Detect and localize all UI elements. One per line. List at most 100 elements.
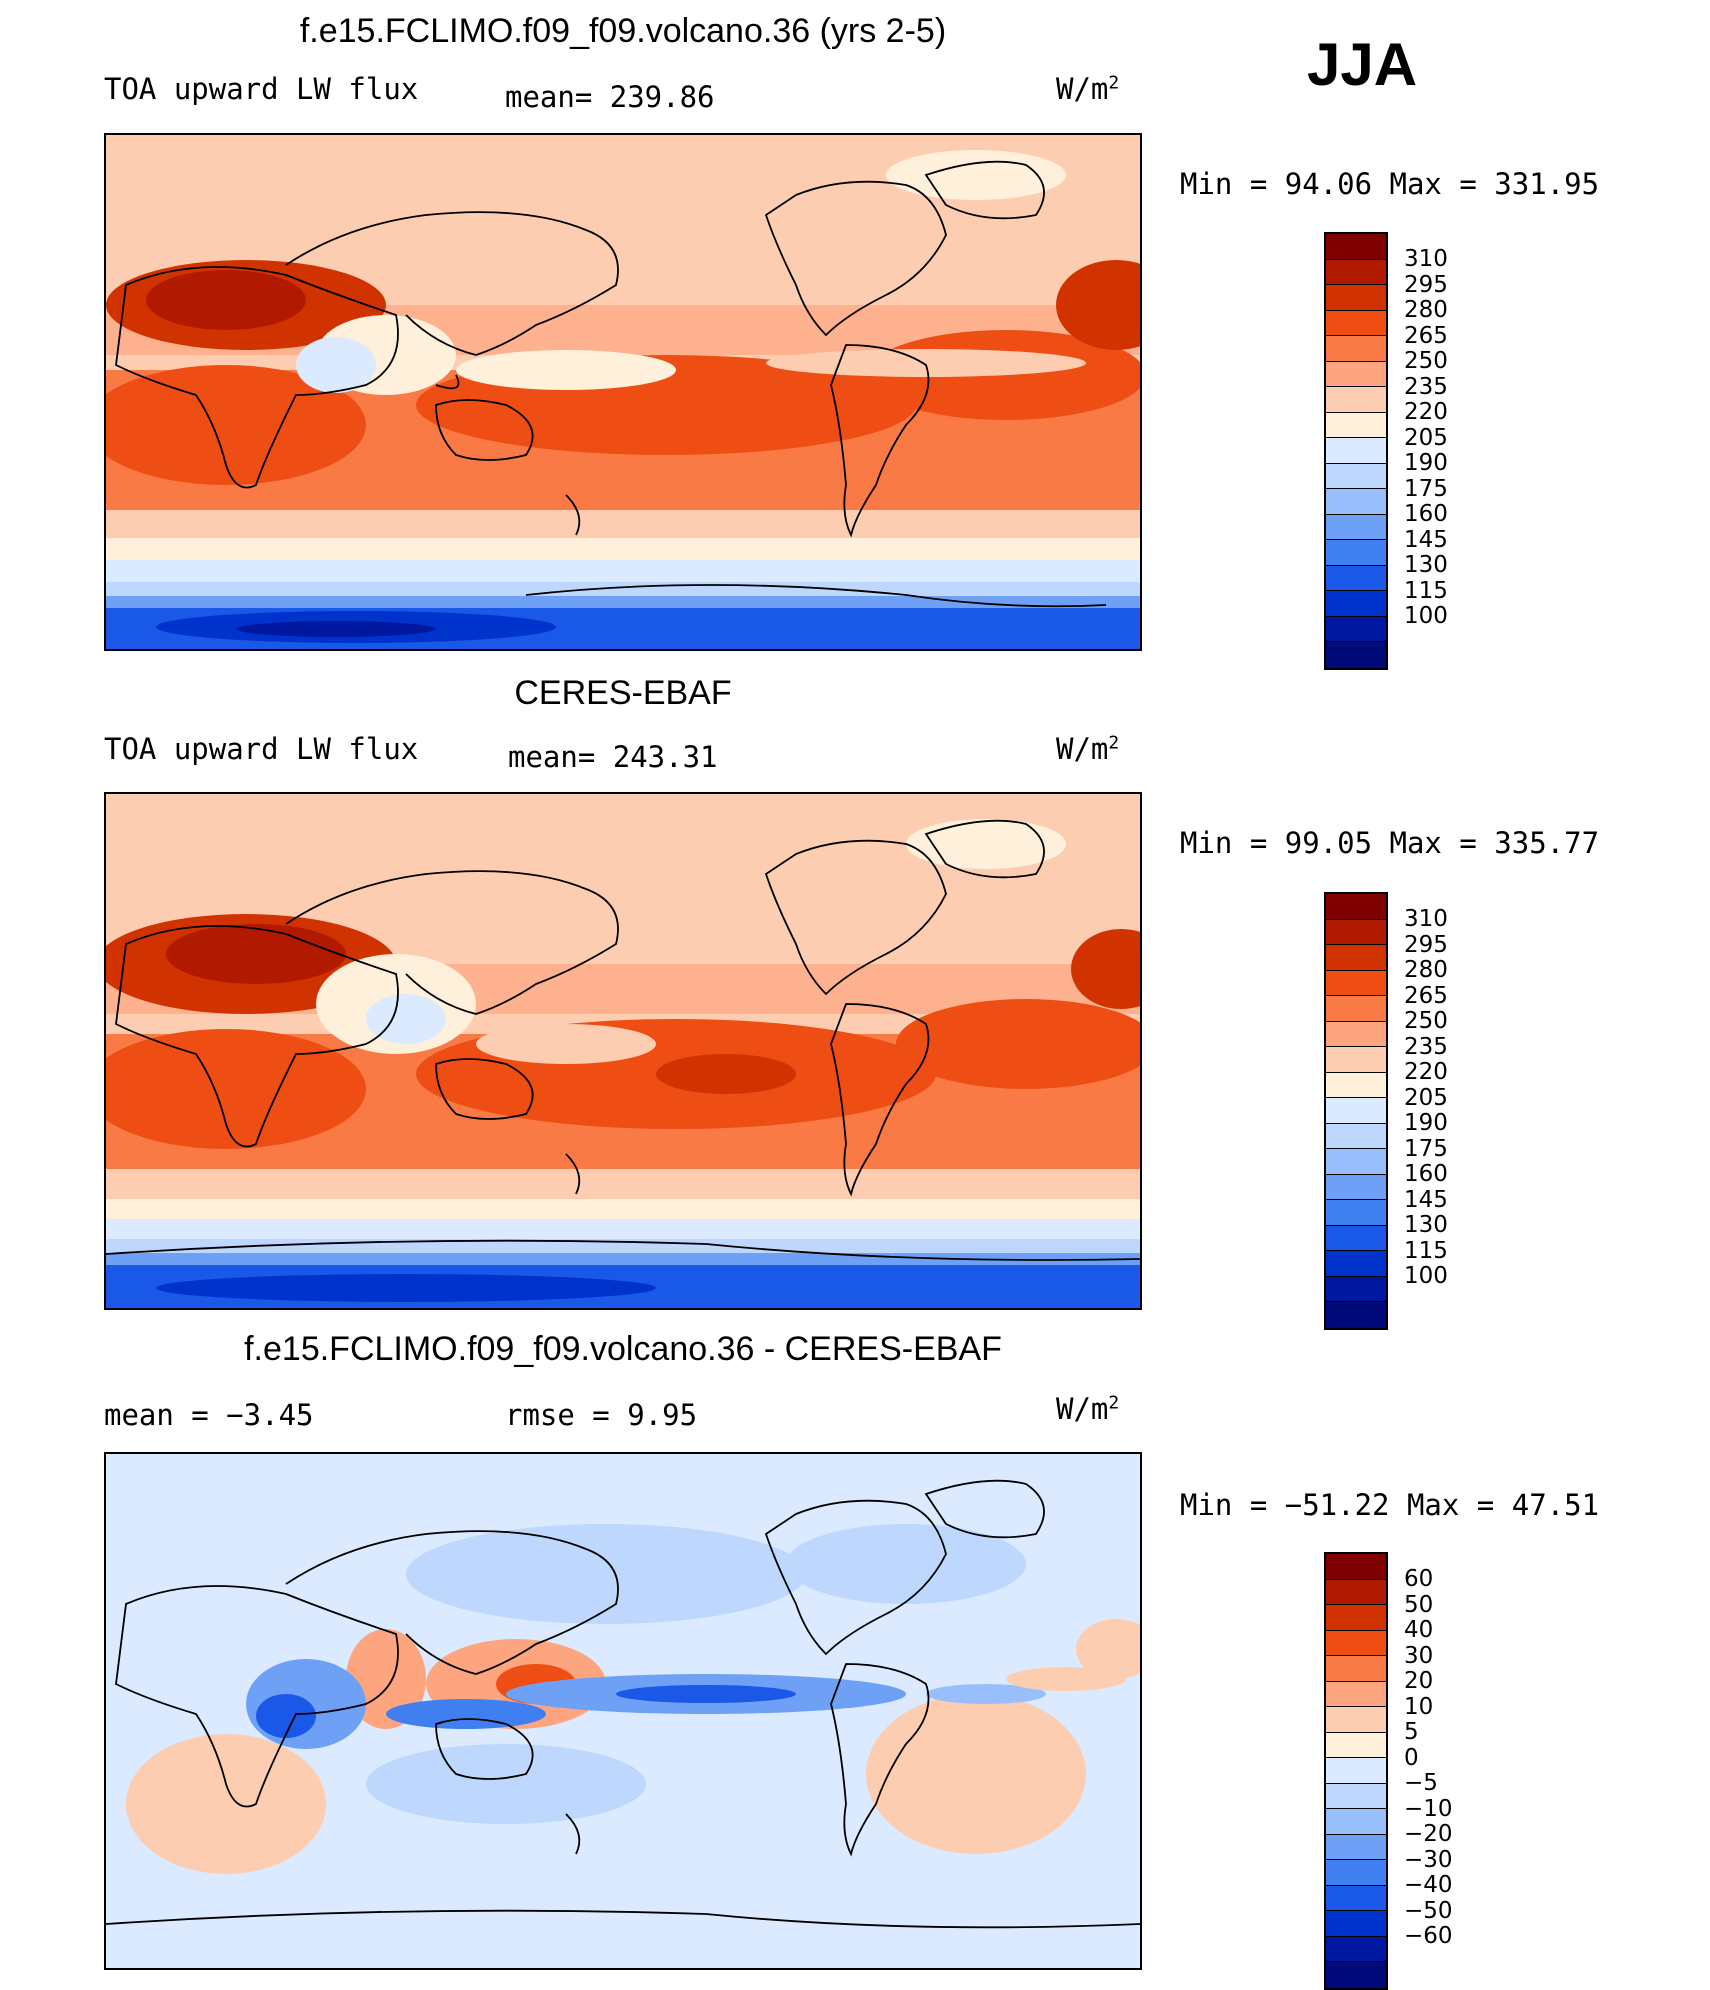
colorbar-label: 40 <box>1404 1617 1434 1643</box>
units-exponent: 2 <box>1108 72 1120 94</box>
colorbar-label: 50 <box>1404 1591 1434 1618</box>
colorbar-swatch <box>1326 919 1386 945</box>
colorbar-swatch <box>1326 1276 1386 1302</box>
colorbar-label: 250 <box>1404 348 1448 374</box>
units-text: W/m <box>1056 1392 1109 1426</box>
panel-2-units: W/m2 <box>1056 732 1119 766</box>
panel-3-center-label: rmse = 9.95 <box>505 1398 698 1432</box>
colorbar-swatch <box>1326 1860 1386 1886</box>
panel-1-units: W/m2 <box>1056 72 1119 106</box>
colorbar-swatch <box>1326 234 1386 260</box>
panel-1-minmax: Min = 94.06 Max = 331.95 <box>1180 167 1600 201</box>
colorbar-swatch <box>1326 894 1386 920</box>
colorbar-swatch <box>1326 1834 1386 1860</box>
colorbar-label: 60 <box>1404 1566 1434 1592</box>
colorbar-label: −10 <box>1404 1795 1453 1822</box>
panel-3-left-label: mean = −3.45 <box>104 1398 314 1432</box>
colorbar-swatch <box>1326 361 1386 387</box>
colorbar-swatch <box>1326 1098 1386 1124</box>
panel-2-minmax: Min = 99.05 Max = 335.77 <box>1180 826 1600 860</box>
colorbar-label: 280 <box>1404 957 1448 983</box>
colorbar-swatch <box>1326 336 1386 362</box>
colorbar-swatch <box>1326 1149 1386 1175</box>
units-text: W/m <box>1056 732 1109 766</box>
colorbar-swatch <box>1326 616 1386 642</box>
season-label: JJA <box>1307 31 1418 98</box>
colorbar-swatch <box>1326 1605 1386 1631</box>
colorbar-label: −50 <box>1404 1897 1453 1924</box>
colorbar-swatch <box>1326 1123 1386 1149</box>
colorbar-label: −40 <box>1404 1872 1453 1898</box>
colorbar-swatch <box>1326 514 1386 540</box>
colorbar-label: 265 <box>1404 982 1448 1009</box>
colorbar-swatch <box>1326 387 1386 413</box>
colorbar-swatch <box>1326 1732 1386 1758</box>
colorbar-label: 175 <box>1404 1135 1448 1162</box>
panel-2-title: CERES-EBAF <box>514 674 732 712</box>
colorbar-label: 205 <box>1404 424 1448 451</box>
panel-2-map <box>104 792 1142 1310</box>
colorbar-swatch <box>1326 1885 1386 1911</box>
colorbar-swatch <box>1326 1251 1386 1277</box>
colorbar-label: 265 <box>1404 322 1448 349</box>
colorbar-swatch <box>1326 259 1386 285</box>
colorbar-label: −60 <box>1404 1923 1453 1949</box>
colorbar-label: −30 <box>1404 1846 1453 1873</box>
colorbar-swatch <box>1326 463 1386 489</box>
colorbar-label: 190 <box>1404 450 1448 476</box>
colorbar-swatch <box>1326 1225 1386 1251</box>
units-exponent: 2 <box>1108 732 1120 754</box>
colorbar-swatch <box>1326 1047 1386 1073</box>
colorbar-label: 10 <box>1404 1693 1434 1720</box>
colorbar-label: −5 <box>1404 1770 1438 1796</box>
units-text: W/m <box>1056 72 1109 106</box>
panel-3-colorbar <box>1324 1552 1388 1990</box>
colorbar-swatch <box>1326 285 1386 311</box>
panel-3-minmax: Min = −51.22 Max = 47.51 <box>1180 1488 1600 1522</box>
colorbar-label: 30 <box>1404 1642 1434 1669</box>
colorbar-swatch <box>1326 438 1386 464</box>
panel-1-title: f.e15.FCLIMO.f09_f09.volcano.36 (yrs 2-5… <box>299 12 947 50</box>
panel-3-title: f.e15.FCLIMO.f09_f09.volcano.36 - CERES-… <box>244 1330 1002 1368</box>
colorbar-label: 130 <box>1404 1212 1448 1238</box>
colorbar-swatch <box>1326 642 1386 668</box>
colorbar-label: 20 <box>1404 1668 1434 1694</box>
panel-1-colorbar <box>1324 232 1388 670</box>
colorbar-label: −20 <box>1404 1821 1453 1847</box>
colorbar-swatch <box>1326 1758 1386 1784</box>
panel-2-left-label: TOA upward LW flux <box>104 732 419 766</box>
colorbar-label: 205 <box>1404 1084 1448 1111</box>
colorbar-label: 250 <box>1404 1008 1448 1034</box>
colorbar-swatch <box>1326 1554 1386 1580</box>
panel-1-map <box>104 133 1142 651</box>
panel-2-field <box>106 794 1140 1308</box>
units-exponent: 2 <box>1108 1392 1120 1414</box>
colorbar-label: 295 <box>1404 931 1448 958</box>
colorbar-swatch <box>1326 1707 1386 1733</box>
colorbar-label: 130 <box>1404 552 1448 578</box>
colorbar-label: 310 <box>1404 246 1448 272</box>
panel-1-center-label: mean= 239.86 <box>505 80 715 114</box>
colorbar-label: 100 <box>1404 603 1448 629</box>
colorbar-label: 295 <box>1404 271 1448 298</box>
colorbar-swatch <box>1326 489 1386 515</box>
colorbar-label: 145 <box>1404 1186 1448 1213</box>
colorbar-label: 145 <box>1404 526 1448 553</box>
colorbar-label: 115 <box>1404 1237 1448 1264</box>
colorbar-swatch <box>1326 1962 1386 1988</box>
colorbar-swatch <box>1326 412 1386 438</box>
colorbar-label: 280 <box>1404 297 1448 323</box>
panel-3-field <box>106 1454 1140 1968</box>
colorbar-swatch <box>1326 1783 1386 1809</box>
colorbar-swatch <box>1326 540 1386 566</box>
colorbar-label: 115 <box>1404 577 1448 604</box>
colorbar-swatch <box>1326 1579 1386 1605</box>
panel-1-left-label: TOA upward LW flux <box>104 72 419 106</box>
colorbar-swatch <box>1326 1021 1386 1047</box>
colorbar-swatch <box>1326 1809 1386 1835</box>
panel-3-units: W/m2 <box>1056 1392 1119 1426</box>
panel-3-map <box>104 1452 1142 1970</box>
colorbar-label: 220 <box>1404 1059 1448 1085</box>
colorbar-swatch <box>1326 565 1386 591</box>
colorbar-swatch <box>1326 1911 1386 1937</box>
